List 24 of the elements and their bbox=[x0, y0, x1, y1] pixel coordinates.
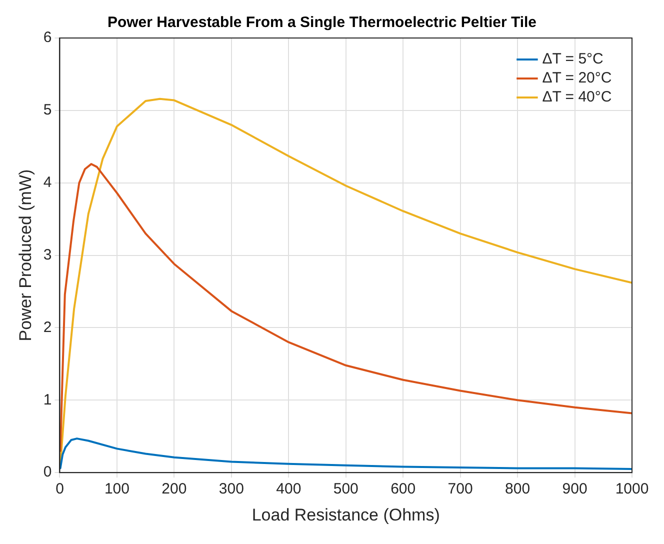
legend-label: ΔT = 5°C bbox=[542, 50, 604, 68]
y-axis-title: Power Produced (mW) bbox=[16, 169, 35, 342]
y-tick-label: 0 bbox=[43, 464, 52, 481]
y-tick-label: 3 bbox=[43, 246, 52, 264]
x-tick-label: 800 bbox=[505, 480, 530, 498]
x-tick-label: 300 bbox=[218, 480, 244, 498]
x-tick-label: 700 bbox=[448, 480, 473, 498]
legend-label: ΔT = 40°C bbox=[542, 88, 612, 106]
y-tick-label: 4 bbox=[43, 174, 52, 192]
x-tick-label: 200 bbox=[162, 480, 187, 498]
x-tick-label: 100 bbox=[104, 480, 130, 498]
x-tick-label: 500 bbox=[333, 480, 358, 498]
x-tick-label: 400 bbox=[276, 480, 302, 498]
x-tick-label: 1000 bbox=[615, 480, 649, 498]
chart-title: Power Harvestable From a Single Thermoelectric Peltier Tile bbox=[107, 14, 537, 32]
y-tick-label: 6 bbox=[43, 29, 52, 46]
y-tick-label: 5 bbox=[43, 102, 52, 119]
x-tick-label: 0 bbox=[56, 480, 64, 498]
y-tick-label: 1 bbox=[43, 391, 52, 408]
legend-label: ΔT = 20°C bbox=[542, 70, 612, 87]
x-tick-label: 600 bbox=[390, 480, 416, 498]
x-tick-label: 900 bbox=[562, 480, 588, 498]
y-tick-label: 2 bbox=[43, 318, 52, 336]
x-axis-title: Load Resistance (Ohms) bbox=[252, 505, 440, 524]
